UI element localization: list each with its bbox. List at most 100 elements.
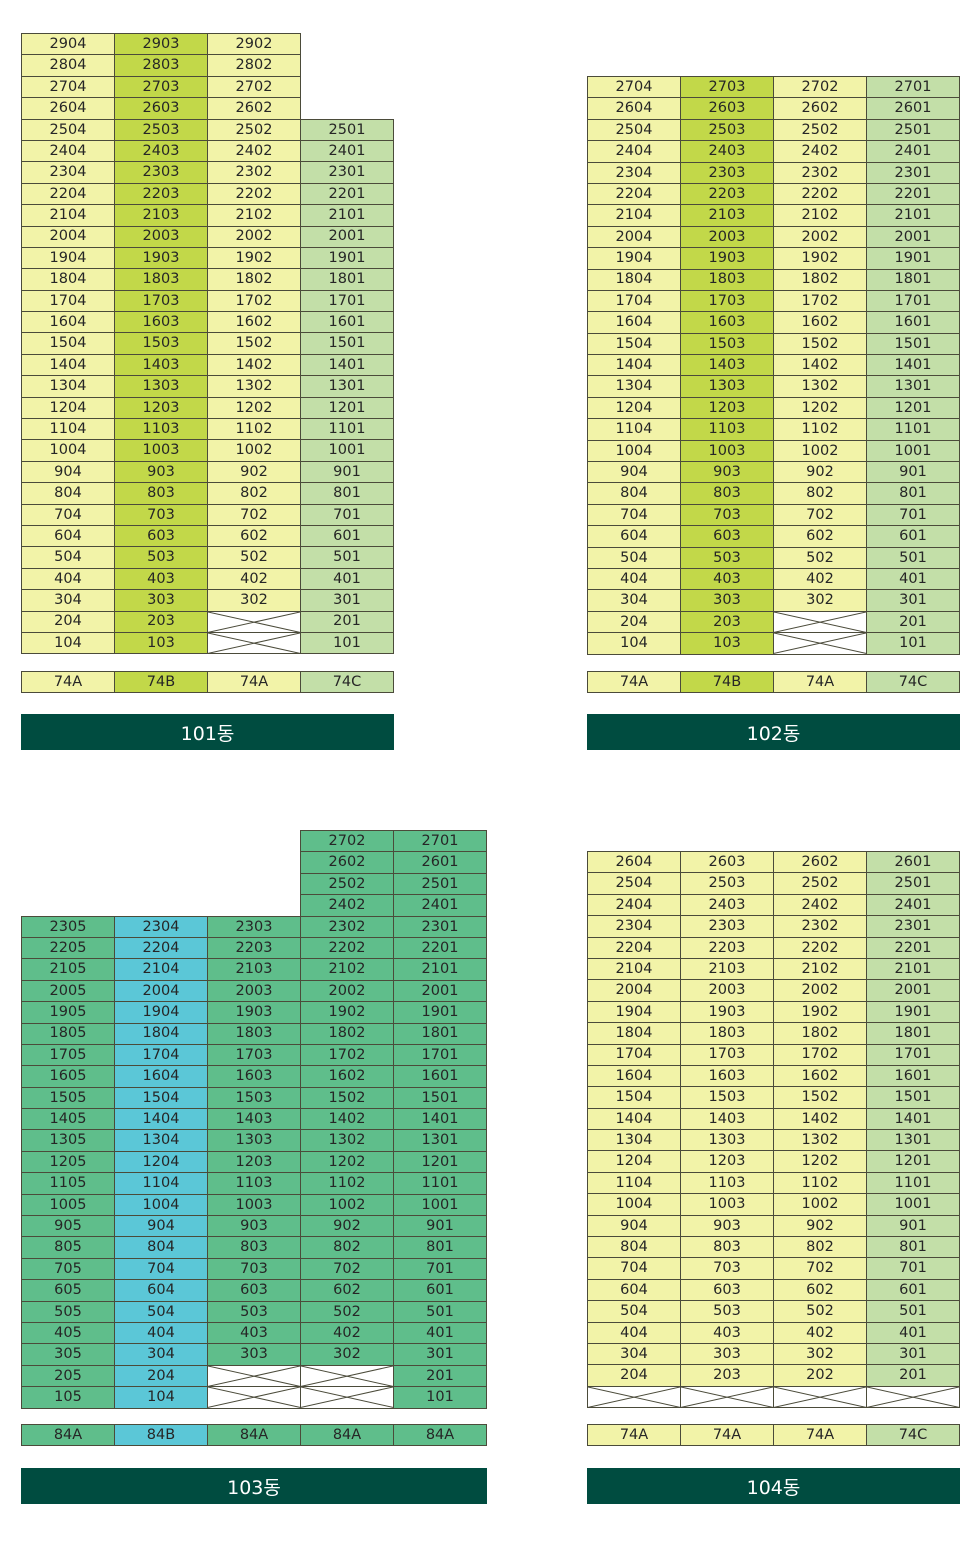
unit-cell: 103: [114, 631, 208, 655]
unit-cell: 2302: [773, 915, 867, 938]
unit-cell: 1703: [680, 289, 774, 313]
floor-row: 304 303 302 301: [587, 589, 960, 612]
floor-row: [587, 1385, 960, 1409]
floor-row: 404 403 402 401: [587, 567, 960, 591]
empty-space: [115, 895, 208, 916]
unit-cell: 1803: [680, 1022, 774, 1045]
unit-cell: 703: [680, 503, 774, 527]
unit-cell: 1704: [21, 289, 115, 313]
unit-cell: 2304: [587, 161, 681, 184]
unit-cell: 1003: [114, 439, 208, 462]
unit-cell: 2004: [587, 979, 681, 1002]
unit-cell: 2703: [680, 75, 774, 99]
unit-cell: 2303: [680, 915, 774, 938]
floor-row: 604 603 602 601: [21, 524, 394, 548]
unit-cell: 101: [866, 632, 960, 655]
unit-cell: 1902: [773, 247, 867, 270]
unit-cell: 1805: [21, 1022, 115, 1045]
unit-cell: 2303: [207, 915, 301, 938]
unit-cell: 2203: [680, 182, 774, 206]
unit-cell: 603: [680, 525, 774, 548]
unit-cell: 1803: [114, 268, 208, 291]
unit-cell: 1105: [21, 1172, 115, 1195]
empty-space: [301, 34, 394, 55]
unit-cell: 1703: [207, 1043, 301, 1067]
unit-cell: 1204: [587, 396, 681, 420]
floor-row: 1205 1204 1203 1202 1201: [21, 1150, 487, 1174]
unit-cell: 1201: [866, 396, 960, 420]
unit-cell: 2102: [773, 204, 867, 227]
unit-cell: 1304: [587, 375, 681, 398]
unit-cell: 802: [773, 482, 867, 505]
unit-cell: 2402: [773, 893, 867, 917]
unit-cell: 2302: [300, 915, 394, 938]
unit-cell: 2702: [300, 829, 394, 853]
unit-cell: 301: [393, 1343, 487, 1366]
floor-row: 904 903 902 901: [587, 461, 960, 484]
unit-cell: 2502: [773, 118, 867, 142]
unit-cell: 904: [21, 460, 115, 484]
unit-cell: 1504: [114, 1086, 208, 1110]
unit-cell: 1204: [587, 1150, 681, 1173]
unit-type-row: 84A 84B 84A 84A 84A: [21, 1423, 487, 1447]
unit-cell: 2202: [207, 182, 301, 206]
unit-cell: 1305: [21, 1129, 115, 1152]
unit-cell: 1103: [680, 1171, 774, 1195]
unit-cell: 1801: [866, 268, 960, 291]
unit-cell: 304: [21, 589, 115, 612]
unit-cell: 2604: [587, 97, 681, 120]
unit-cell: 1603: [680, 1064, 774, 1088]
floor-row: 104 103 101: [587, 632, 960, 655]
unit-cell: 1601: [866, 1064, 960, 1088]
floor-row: 2305 2304 2303 2302 2301: [21, 915, 487, 938]
unit-cell: 2203: [680, 936, 774, 959]
unit-cell: 702: [300, 1257, 394, 1281]
unit-cell: 603: [680, 1278, 774, 1302]
unit-cell: 2704: [21, 75, 115, 99]
unit-cell: 1802: [207, 268, 301, 291]
unit-cell: 504: [21, 546, 115, 569]
unit-cell: 804: [587, 1236, 681, 1259]
unit-cell: 1804: [587, 268, 681, 291]
unit-cell: 2501: [300, 118, 394, 141]
unit-cell: 1303: [114, 375, 208, 398]
unit-cell: 1102: [773, 418, 867, 441]
unit-cell: 1902: [207, 246, 301, 270]
floor-row: 2204 2203 2202 2201: [587, 182, 960, 206]
unit-cell: 1403: [114, 353, 208, 377]
unit-cell: 2401: [866, 893, 960, 917]
floor-row: 2704 2703 2702 2701: [587, 75, 960, 99]
unit-type-cell: 74A: [587, 670, 681, 694]
unit-cell: 301: [866, 589, 960, 612]
unit-cell: 1904: [587, 247, 681, 270]
unit-cell: 2103: [680, 204, 774, 227]
unit-cell: 503: [207, 1300, 301, 1323]
unit-cell: 2003: [680, 979, 774, 1002]
unit-cell: 504: [587, 1300, 681, 1323]
floor-row: 2104 2103 2102 2101: [21, 204, 394, 227]
unit-cell: 201: [866, 610, 960, 634]
unit-cell: 2305: [21, 915, 115, 938]
unavailable-unit: [773, 610, 867, 634]
unit-cell: 901: [300, 460, 394, 484]
floor-row: 1405 1404 1403 1402 1401: [21, 1108, 487, 1131]
unit-cell: 2304: [21, 161, 115, 184]
unit-cell: 1002: [300, 1193, 394, 1217]
unit-cell: 602: [300, 1279, 394, 1302]
unit-cell: 804: [21, 482, 115, 505]
floor-row: 1504 1503 1502 1501: [21, 332, 394, 355]
unit-cell: 2204: [587, 936, 681, 959]
unit-cell: 1703: [114, 289, 208, 313]
unit-type-cell: 84A: [21, 1423, 115, 1447]
unit-cell: 2601: [866, 850, 960, 874]
building-102-unit-grid: 2704 2703 2702 2701 2604 2603 2602 2601 2504 2503…: [587, 75, 960, 655]
unit-cell: 801: [300, 482, 394, 505]
unit-cell: 1302: [300, 1129, 394, 1152]
unit-cell: 703: [114, 503, 208, 526]
unavailable-cross-icon: [208, 633, 300, 653]
unit-cell: 703: [207, 1257, 301, 1281]
building-103-label: 103동: [21, 1468, 487, 1504]
unit-cell: 2105: [21, 958, 115, 981]
floor-row: 1304 1303 1302 1301: [21, 375, 394, 398]
unit-cell: 1802: [773, 1022, 867, 1045]
